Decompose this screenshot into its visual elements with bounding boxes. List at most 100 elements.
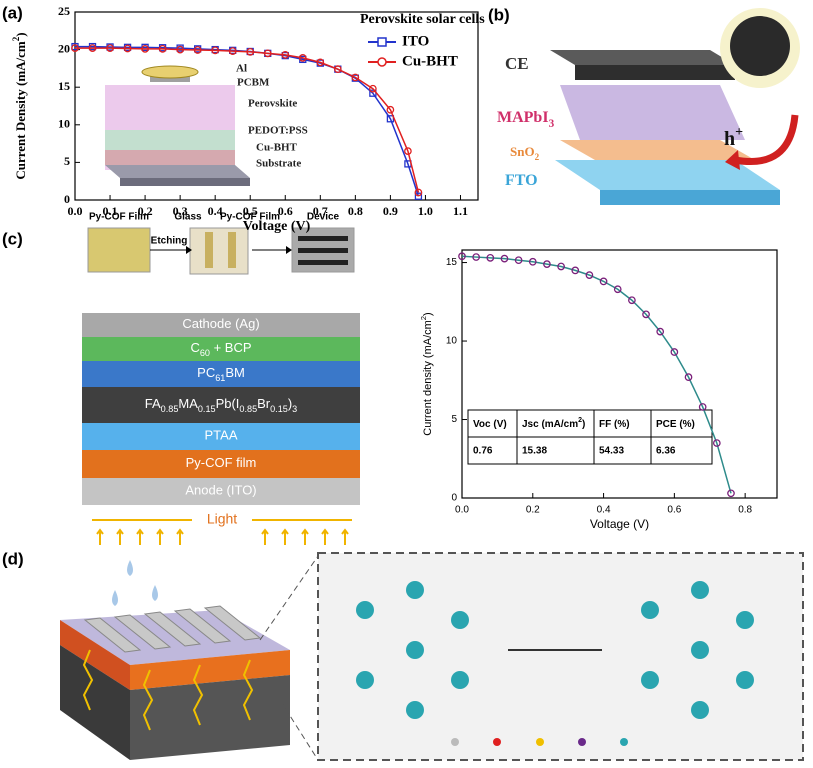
y-tick-label: 20	[58, 41, 70, 55]
parameter-table: Voc (V) 0.76 Jsc (mA/cm2) 15.38 FF (%) 54.33 P…	[467, 409, 713, 465]
x-tick-label: 0.6	[278, 204, 293, 218]
script-text: 0.85	[239, 404, 257, 414]
layer-label: PC61BM	[197, 365, 245, 383]
table-cell: 0.76	[473, 446, 493, 457]
photo	[189, 227, 249, 275]
substrate	[105, 165, 250, 178]
data-point	[211, 46, 220, 55]
photo-strip	[205, 232, 213, 268]
script-text: 3	[292, 404, 297, 414]
photo	[87, 227, 151, 273]
device-layer	[82, 361, 360, 387]
table-cell: 15.38	[522, 446, 547, 457]
legend-label: Cu-BHT	[402, 53, 458, 69]
layer-label: Anode (ITO)	[185, 483, 256, 498]
light-label: Light	[207, 511, 237, 527]
script-text: +	[735, 125, 743, 140]
text-part: Br	[257, 396, 271, 411]
data-point	[141, 44, 149, 53]
x-tick-label: 0.4	[597, 505, 611, 516]
script-text: 0.85	[161, 404, 179, 414]
script-text: 60	[200, 348, 210, 358]
photo-label: Glass	[174, 212, 202, 223]
data-point	[176, 45, 184, 54]
data-point	[386, 105, 395, 114]
text-part: Current Density (mA/cm	[13, 41, 28, 180]
data-point	[281, 51, 290, 59]
left-orange	[60, 620, 130, 690]
panel-label: (d)	[2, 549, 24, 568]
photo-label: Etching	[151, 236, 188, 247]
text-part: Anode (ITO)	[185, 483, 256, 498]
data-point	[656, 327, 665, 336]
y-tick-label: 15	[58, 79, 70, 93]
chart-title: Perovskite solar cells	[360, 12, 485, 27]
y-tick-label: 10	[58, 117, 70, 131]
text-part: Py-COF film	[186, 455, 257, 470]
text-part: Current density (mA/cm	[422, 320, 434, 436]
panel-label: (c)	[2, 229, 23, 248]
y-axis-label: Current Density (mA/cm2)	[11, 32, 28, 179]
data-point	[193, 46, 202, 54]
data-point	[158, 44, 167, 53]
ce-top	[550, 50, 735, 65]
data-point	[684, 373, 693, 381]
data-point	[543, 260, 551, 268]
pedot-layer	[105, 130, 235, 150]
device-layer	[82, 387, 360, 423]
legend-label: ITO	[402, 33, 429, 49]
panel-b-art	[550, 8, 800, 205]
text-part: PCE (%)	[656, 419, 695, 430]
script-text: 3	[549, 118, 555, 130]
y-tick-label: 25	[58, 4, 70, 18]
inset-label: Cu-BHT	[256, 142, 298, 154]
hole-arrow	[734, 114, 799, 165]
layer-stack: Cathode (Ag)C60 + BCPPC61BMFA0.85MA0.15P…	[82, 313, 360, 505]
data-line	[75, 47, 420, 193]
inset-label: Substrate	[256, 158, 301, 170]
text-part: SnO	[510, 144, 535, 159]
text-part: FF (%)	[599, 419, 630, 430]
x-tick-label: 0.7	[313, 204, 328, 218]
data-point	[386, 115, 395, 123]
zoom-line	[259, 555, 319, 641]
panel-labels: (a) (b) (c) (d)	[2, 3, 510, 568]
x-tick-label: 0.8	[738, 505, 752, 516]
device-layer	[82, 478, 360, 505]
plot-frame	[74, 11, 479, 201]
x-tick-label: 0.8	[348, 204, 363, 218]
text-part: C	[190, 340, 199, 355]
text-part: PTAA	[205, 428, 238, 443]
script-text: 61	[215, 373, 225, 383]
x-tick-label: 0.6	[667, 505, 681, 516]
y-tick-label: 15	[446, 257, 458, 268]
photo-labels: Py-COF Film Etching Glass Py-COF Film De…	[89, 212, 340, 247]
legend-marker	[377, 37, 387, 47]
layer-label: CE	[505, 54, 529, 73]
layer-label: SnO2	[510, 144, 540, 162]
table-header: Voc (V)	[473, 419, 507, 430]
data-point	[263, 49, 272, 58]
data-point	[88, 44, 97, 52]
script-text: 2	[419, 316, 428, 320]
device-layer	[82, 423, 360, 450]
data-point	[528, 257, 537, 266]
layer-label: FTO	[505, 172, 538, 189]
data-point	[404, 147, 412, 155]
text-part: Voc (V)	[473, 419, 507, 430]
x-tick-label: 0.3	[173, 204, 188, 218]
data-point	[585, 271, 594, 279]
text-part: )	[288, 396, 292, 411]
script-text: 0.15	[270, 404, 288, 414]
x-tick-label: 0.0	[455, 505, 469, 516]
data-point	[414, 192, 423, 200]
data-point	[486, 253, 495, 262]
text-part: CE	[505, 54, 529, 73]
text-part: BM	[225, 365, 245, 380]
legend-dots	[451, 738, 628, 746]
panel-label: (a)	[2, 3, 23, 22]
device-layer	[82, 337, 360, 361]
table-cell: 54.33	[599, 446, 624, 457]
hole-label: h+	[724, 125, 743, 150]
y-axis-label: Current density (mA/cm2)	[419, 312, 434, 435]
